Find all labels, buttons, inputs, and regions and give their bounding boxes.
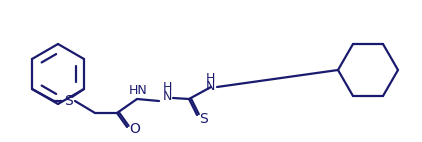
Text: N: N — [206, 80, 215, 92]
Text: H: H — [162, 81, 172, 93]
Text: HN: HN — [129, 83, 147, 97]
Text: O: O — [130, 122, 141, 136]
Text: N: N — [162, 89, 172, 103]
Text: S: S — [199, 112, 207, 126]
Text: S: S — [64, 94, 73, 108]
Text: H: H — [206, 72, 215, 84]
